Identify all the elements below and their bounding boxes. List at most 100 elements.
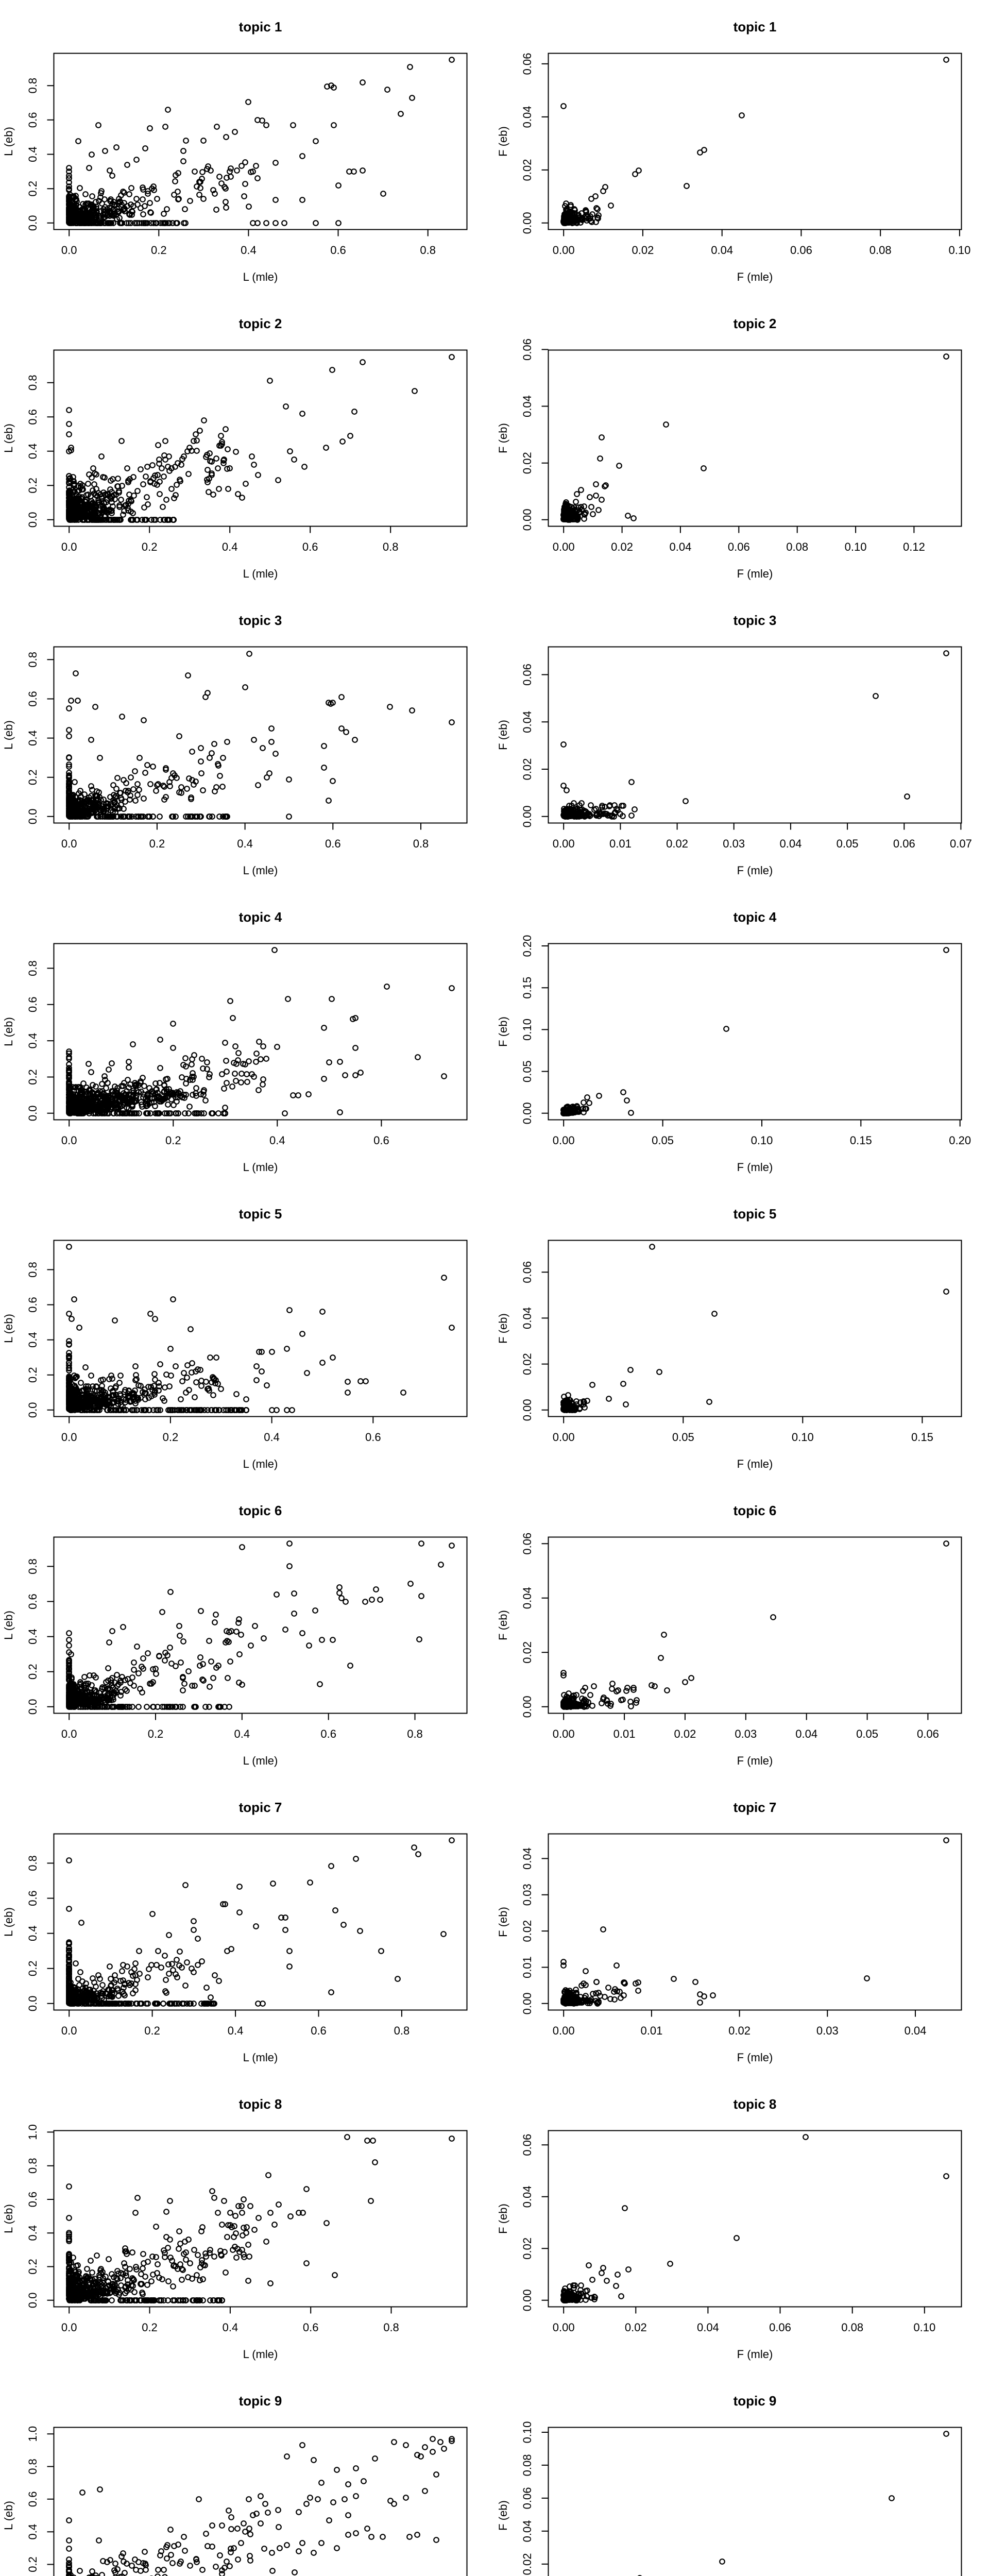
svg-text:0.04: 0.04 xyxy=(521,2185,534,2208)
svg-text:0.05: 0.05 xyxy=(521,1060,534,1082)
svg-text:F (eb): F (eb) xyxy=(497,126,509,157)
svg-text:0.04: 0.04 xyxy=(521,711,534,733)
svg-text:0.0: 0.0 xyxy=(61,837,77,850)
svg-text:0.02: 0.02 xyxy=(611,540,633,553)
svg-text:L (eb): L (eb) xyxy=(2,1314,15,1343)
svg-text:0.6: 0.6 xyxy=(311,2024,327,2037)
svg-text:F (mle): F (mle) xyxy=(737,864,773,877)
svg-text:0.04: 0.04 xyxy=(669,540,691,553)
svg-text:0.03: 0.03 xyxy=(735,1727,757,1740)
svg-text:F (mle): F (mle) xyxy=(737,270,773,283)
svg-text:F (eb): F (eb) xyxy=(497,2204,509,2234)
svg-text:0.02: 0.02 xyxy=(521,1920,534,1942)
svg-text:F (mle): F (mle) xyxy=(737,2348,773,2361)
svg-text:0.08: 0.08 xyxy=(841,2321,863,2334)
svg-text:0.00: 0.00 xyxy=(521,1399,534,1421)
svg-text:L (mle): L (mle) xyxy=(243,864,278,877)
svg-text:0.2: 0.2 xyxy=(26,2259,39,2275)
svg-text:0.0: 0.0 xyxy=(26,809,39,825)
svg-text:0.08: 0.08 xyxy=(869,244,892,257)
svg-text:0.01: 0.01 xyxy=(613,1727,636,1740)
svg-text:topic 9: topic 9 xyxy=(239,2393,282,2409)
svg-text:0.2: 0.2 xyxy=(149,837,165,850)
svg-text:0.00: 0.00 xyxy=(553,540,575,553)
svg-text:0.2: 0.2 xyxy=(163,1431,179,1444)
svg-text:topic 6: topic 6 xyxy=(239,1503,282,1518)
svg-text:0.0: 0.0 xyxy=(61,1431,77,1444)
svg-text:L (mle): L (mle) xyxy=(243,1458,278,1470)
svg-text:0.10: 0.10 xyxy=(751,1134,773,1147)
svg-text:0.06: 0.06 xyxy=(917,1727,939,1740)
svg-text:0.0: 0.0 xyxy=(26,1106,39,1122)
svg-text:0.0: 0.0 xyxy=(26,1402,39,1418)
svg-text:topic 3: topic 3 xyxy=(734,613,777,628)
svg-text:0.4: 0.4 xyxy=(26,1033,39,1049)
svg-text:0.00: 0.00 xyxy=(521,509,534,531)
svg-text:F (eb): F (eb) xyxy=(497,720,509,750)
svg-text:0.0: 0.0 xyxy=(26,512,39,528)
svg-text:1.0: 1.0 xyxy=(26,2124,39,2140)
svg-text:0.03: 0.03 xyxy=(816,2024,839,2037)
svg-text:L (eb): L (eb) xyxy=(2,1907,15,1937)
svg-text:0.02: 0.02 xyxy=(632,244,654,257)
svg-text:0.05: 0.05 xyxy=(837,837,859,850)
svg-text:0.4: 0.4 xyxy=(228,2024,244,2037)
svg-text:L (eb): L (eb) xyxy=(2,1017,15,1046)
svg-text:0.05: 0.05 xyxy=(652,1134,674,1147)
svg-text:0.2: 0.2 xyxy=(144,2024,160,2037)
svg-text:0.4: 0.4 xyxy=(223,2321,238,2334)
svg-text:0.4: 0.4 xyxy=(26,444,39,460)
svg-text:0.8: 0.8 xyxy=(383,2321,399,2334)
svg-text:0.6: 0.6 xyxy=(373,1134,389,1147)
svg-text:topic 8: topic 8 xyxy=(239,2096,282,2112)
svg-text:F (eb): F (eb) xyxy=(497,423,509,453)
svg-text:topic 8: topic 8 xyxy=(734,2096,777,2112)
svg-text:0.12: 0.12 xyxy=(903,540,925,553)
svg-text:0.8: 0.8 xyxy=(420,244,436,257)
svg-text:0.04: 0.04 xyxy=(521,1307,534,1329)
svg-text:0.04: 0.04 xyxy=(795,1727,817,1740)
svg-text:0.00: 0.00 xyxy=(553,837,575,850)
svg-text:0.02: 0.02 xyxy=(625,2321,647,2334)
svg-text:0.6: 0.6 xyxy=(26,996,39,1012)
svg-text:topic 9: topic 9 xyxy=(734,2393,777,2409)
svg-text:0.00: 0.00 xyxy=(553,244,575,257)
svg-text:0.2: 0.2 xyxy=(26,1664,39,1680)
svg-text:0.10: 0.10 xyxy=(948,244,970,257)
svg-text:0.6: 0.6 xyxy=(325,837,341,850)
svg-text:0.8: 0.8 xyxy=(26,1262,39,1278)
svg-text:0.6: 0.6 xyxy=(303,2321,319,2334)
svg-text:0.00: 0.00 xyxy=(521,1102,534,1124)
svg-text:0.6: 0.6 xyxy=(26,2192,39,2208)
svg-text:0.06: 0.06 xyxy=(521,1533,534,1555)
svg-text:topic 3: topic 3 xyxy=(239,613,282,628)
svg-text:0.04: 0.04 xyxy=(521,106,534,128)
svg-text:0.02: 0.02 xyxy=(521,758,534,781)
svg-text:F (eb): F (eb) xyxy=(497,1313,509,1344)
svg-text:0.01: 0.01 xyxy=(640,2024,662,2037)
svg-text:0.00: 0.00 xyxy=(521,2289,534,2311)
svg-text:0.10: 0.10 xyxy=(845,540,867,553)
svg-text:0.0: 0.0 xyxy=(26,1699,39,1715)
svg-text:0.0: 0.0 xyxy=(61,1727,77,1740)
svg-text:topic 7: topic 7 xyxy=(239,1800,282,1815)
svg-text:0.8: 0.8 xyxy=(26,2158,39,2174)
svg-text:0.8: 0.8 xyxy=(383,540,399,553)
svg-text:0.2: 0.2 xyxy=(26,2556,39,2572)
svg-text:0.20: 0.20 xyxy=(521,935,534,957)
svg-text:topic 6: topic 6 xyxy=(734,1503,777,1518)
svg-text:0.8: 0.8 xyxy=(26,1558,39,1574)
svg-text:0.8: 0.8 xyxy=(26,2459,39,2475)
svg-text:0.02: 0.02 xyxy=(521,452,534,474)
svg-text:0.00: 0.00 xyxy=(553,1134,575,1147)
svg-text:0.08: 0.08 xyxy=(786,540,808,553)
svg-text:L (mle): L (mle) xyxy=(243,1754,278,1767)
svg-text:0.15: 0.15 xyxy=(521,977,534,999)
svg-text:0.02: 0.02 xyxy=(521,1353,534,1375)
svg-text:F (eb): F (eb) xyxy=(497,1016,509,1047)
svg-text:0.8: 0.8 xyxy=(26,78,39,94)
svg-text:0.6: 0.6 xyxy=(365,1431,381,1444)
svg-text:F (mle): F (mle) xyxy=(737,567,773,580)
svg-text:0.04: 0.04 xyxy=(521,2520,534,2542)
svg-text:0.2: 0.2 xyxy=(165,1134,181,1147)
